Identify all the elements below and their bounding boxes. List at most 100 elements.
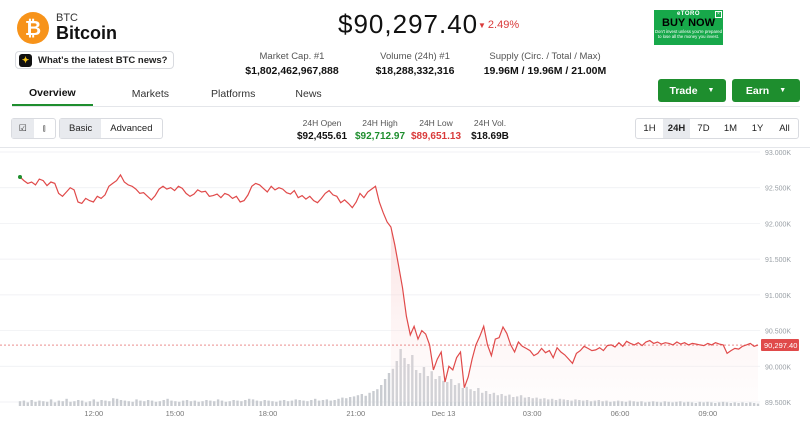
volume-bar (733, 402, 736, 406)
volume-bar (582, 400, 585, 406)
volume-bar (240, 401, 243, 406)
volume-bar (170, 400, 173, 406)
volume-bar (236, 400, 239, 406)
volume-bar (205, 400, 208, 406)
volume-bar (30, 400, 33, 406)
trade-button[interactable]: Trade ▼ (658, 79, 726, 102)
range-24h-button[interactable]: 24H (663, 119, 690, 138)
ad-close-icon[interactable]: × (715, 11, 722, 18)
stat-label: Supply (Circ. / Total / Max) (489, 51, 601, 62)
price-area-fill (390, 227, 758, 402)
range-all-button[interactable]: All (779, 123, 790, 134)
volume-bar (271, 401, 274, 406)
volume-bar (376, 389, 379, 406)
coin-name: Bitcoin (56, 23, 117, 43)
y-tick-label: 93.000K (765, 150, 791, 157)
volume-bar (741, 402, 744, 406)
volume-bar (232, 400, 235, 406)
volume-bar (34, 401, 37, 406)
bitcoin-logo-icon: ₿ (17, 12, 49, 44)
volume-bar (640, 401, 643, 406)
volume-bar (127, 401, 130, 406)
volume-bar (259, 401, 263, 406)
x-axis: 12:00 15:00 18:00 21:00 Dec 13 03:00 06:00 09:0… (84, 409, 717, 418)
y-tick-label: 91.000K (765, 293, 791, 300)
ohlc-value: $89,651.13 (410, 131, 462, 142)
volume-bar (620, 401, 624, 406)
ask-news-button[interactable]: ✦ What's the latest BTC news? (15, 51, 175, 69)
volume-bar (154, 401, 158, 406)
volume-bar (659, 402, 663, 406)
ohlc-value: $18.69B (471, 131, 509, 142)
ohlc-high: 24H High $92,712.97 (352, 118, 408, 142)
volume-bar (372, 391, 375, 406)
volume-bar (710, 402, 713, 406)
volume-bar (80, 400, 84, 406)
volume-bar (651, 401, 655, 406)
volume-bar (632, 401, 635, 406)
volume-bar (694, 403, 698, 406)
tab-platforms[interactable]: Platforms (211, 88, 256, 100)
current-price-tag: 90,297.40 (764, 341, 797, 350)
volume-bar (593, 400, 597, 406)
volume-bar (77, 400, 80, 406)
line-chart-icon[interactable]: ☑ (12, 119, 34, 138)
volume-bar (112, 398, 115, 406)
volume-bar (729, 403, 733, 406)
volume-bar (686, 401, 690, 406)
ohlc-label: 24H Open (302, 118, 342, 128)
volume-bar (65, 398, 68, 406)
volume-bar (158, 401, 162, 406)
volume-bar (290, 400, 294, 406)
price-chart[interactable]: 93.000K 92.500K 92.000K 91.500K 91.000K 90.50… (0, 148, 810, 421)
x-tick-label: 03:00 (523, 409, 542, 418)
candlestick-icon[interactable]: ⫾ (42, 123, 46, 133)
range-1h-button[interactable]: 1H (643, 123, 656, 134)
volume-bar (550, 398, 554, 406)
volume-bar (352, 396, 356, 406)
x-tick-label: 18:00 (259, 409, 278, 418)
volume-bar (139, 400, 142, 406)
start-point (18, 175, 22, 179)
stat-value: $18,288,332,316 (375, 65, 455, 77)
volume-bar (655, 401, 659, 406)
volume-bar (554, 400, 558, 406)
volume-bar (341, 397, 344, 406)
volume-bar (671, 402, 674, 406)
volume-bar (209, 400, 212, 406)
ad-brand: eTORO (676, 11, 701, 17)
volume-bar (96, 401, 99, 406)
volume-bar (247, 398, 251, 406)
tab-overview[interactable]: Overview (12, 82, 93, 106)
ad-fine-print: Don't invest unless you're prepared to l… (654, 29, 723, 39)
volume-bar (613, 401, 616, 406)
etoro-ad-banner[interactable]: × eTORO BUY NOW Don't invest unless you'… (654, 10, 723, 45)
range-1y-button[interactable]: 1Y (751, 123, 764, 134)
volume-bar (26, 402, 29, 406)
volume-bar (321, 400, 325, 406)
basic-mode-button[interactable]: Basic (60, 119, 102, 138)
ohlc-label: 24H Vol. (473, 118, 507, 128)
news-prompt-label: What's the latest BTC news? (38, 54, 168, 66)
ad-cta: BUY NOW (662, 17, 715, 29)
y-tick-label: 92.500K (765, 186, 791, 193)
earn-button[interactable]: Earn ▼ (732, 79, 800, 102)
tab-news[interactable]: News (295, 88, 322, 100)
volume-bar (38, 400, 41, 406)
market-cap-stat: Market Cap. #1 $1,802,462,967,888 (232, 51, 352, 77)
volume-bar (275, 401, 278, 406)
tab-markets[interactable]: Markets (131, 88, 170, 100)
volume-bar (675, 401, 678, 406)
range-1m-button[interactable]: 1M (723, 123, 738, 134)
volume-bar (115, 398, 119, 406)
view-mode-toggle: Basic Advanced (59, 118, 163, 139)
volume-bar (749, 402, 752, 406)
range-7d-button[interactable]: 7D (697, 123, 710, 134)
y-tick-label: 90.500K (765, 329, 791, 336)
volume-bar (721, 401, 725, 406)
volume-bar (150, 400, 154, 406)
advanced-mode-button[interactable]: Advanced (110, 123, 153, 134)
volume-bar (558, 398, 562, 406)
volume-bar (45, 401, 49, 406)
volume-bar (53, 402, 57, 406)
